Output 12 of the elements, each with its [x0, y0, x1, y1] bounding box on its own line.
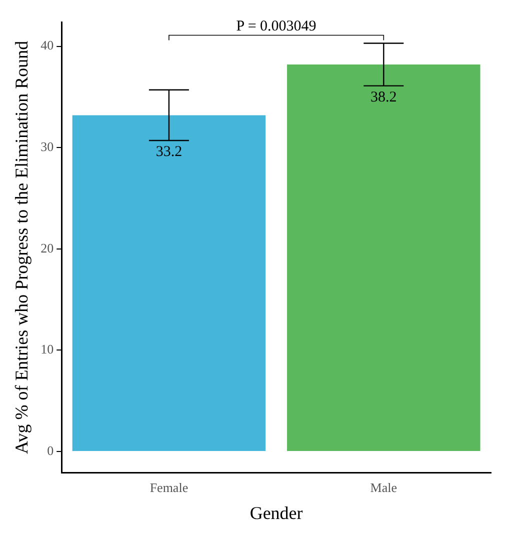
data-label: 38.2	[370, 89, 397, 106]
annotation: P = 0.003049	[236, 18, 316, 35]
y-axis-title: Avg % of Entries who Progress to the Elimination Round	[12, 40, 32, 454]
x-tick-label: Female	[150, 480, 188, 496]
y-tick-label: 30	[40, 139, 54, 154]
y-tick-label: 20	[40, 240, 54, 256]
x-axis-title: Gender	[250, 502, 303, 523]
y-tick-label: 10	[40, 342, 54, 357]
data-label: 33.2	[156, 144, 182, 160]
x-tick-label: Male	[370, 480, 398, 496]
y-tick-label: 0	[47, 442, 54, 458]
y-tick-label: 40	[40, 38, 54, 53]
